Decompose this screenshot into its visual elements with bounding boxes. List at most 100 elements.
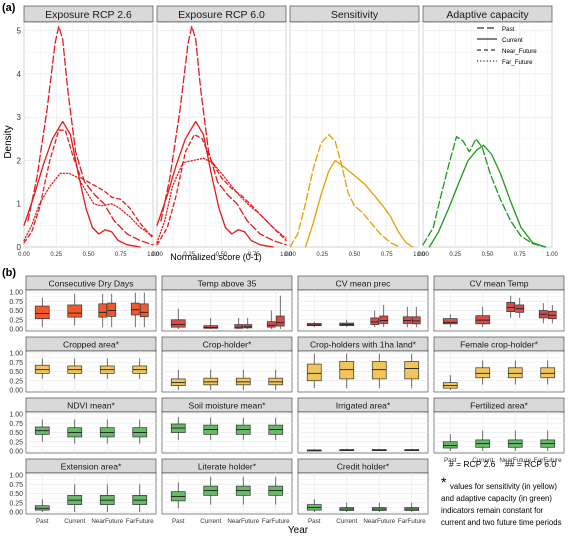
box-farfuture-rcp60 xyxy=(411,306,421,328)
panel-title: Temp above 35 xyxy=(198,279,257,289)
part-b-label: (b) xyxy=(2,267,16,279)
box-current xyxy=(339,448,355,451)
legend-label: Current xyxy=(502,37,523,44)
box-current xyxy=(67,358,83,379)
legend-label: Far_Future xyxy=(502,59,533,66)
x-tick-label-a: 0.50 xyxy=(83,252,95,258)
panel-title: Irrigated area* xyxy=(336,401,391,411)
y-tick-label-b: 0.25 xyxy=(9,439,23,446)
box-nearfuture xyxy=(371,448,387,451)
box-nearfuture-rcp60 xyxy=(243,317,253,329)
box-body xyxy=(475,367,491,379)
box-panel: Literate holder* xyxy=(161,458,293,515)
x-tick-label-a: 0.25 xyxy=(50,252,62,258)
y-tick-label-b: 0.75 xyxy=(9,482,23,489)
density-line-current xyxy=(156,120,274,248)
box-panel: Crop-holders with 1ha land* xyxy=(297,336,429,393)
density-line-current xyxy=(428,144,547,248)
y-tick-label-b: 0.00 xyxy=(9,327,23,334)
marker-legend-rcp26: # = RCP 2.6 xyxy=(449,459,496,469)
box-past xyxy=(306,353,322,389)
box-past xyxy=(306,499,322,512)
y-tick-label-b: 1.00 xyxy=(9,351,23,358)
box-body xyxy=(306,363,322,382)
box-past xyxy=(442,375,458,390)
box-panel: Fertilized area* xyxy=(433,397,565,454)
box-nearfuture xyxy=(99,358,115,379)
box-body xyxy=(411,316,421,325)
box-body xyxy=(34,305,50,319)
x-tick-label-b: Current xyxy=(336,518,357,525)
box-body xyxy=(170,319,186,328)
box-past xyxy=(34,499,50,512)
box-farfuture xyxy=(132,358,148,379)
note-line-4: current and two future time periods xyxy=(441,518,562,527)
y-tick-label-a: 3 xyxy=(17,113,22,122)
panel-title: Extension area* xyxy=(61,462,122,472)
box-body xyxy=(107,302,117,317)
box-farfuture-rcp60 xyxy=(275,295,285,329)
box-nearfuture xyxy=(371,502,387,512)
x-tick-label-b: FarFuture xyxy=(126,518,154,525)
panel-title: Exposure RCP 6.0 xyxy=(178,9,265,21)
density-line-near-future xyxy=(23,129,154,244)
y-tick-label-a: 0 xyxy=(17,243,22,252)
y-tick-label-b: 0.50 xyxy=(9,491,23,498)
y-tick-label-b: 0.25 xyxy=(9,500,23,507)
xlabel-b: Year xyxy=(288,525,309,536)
x-tick-label-a: 0.00 xyxy=(151,252,163,258)
box-body xyxy=(98,303,108,318)
box-current xyxy=(475,360,491,385)
x-tick-label-a: 0.25 xyxy=(316,252,328,258)
y-tick-label-b: 0.25 xyxy=(9,378,23,385)
box-current xyxy=(475,430,491,451)
x-tick-label-a: 0.50 xyxy=(216,252,228,258)
box-nearfuture-rcp60 xyxy=(515,297,525,318)
box-farfuture xyxy=(540,430,556,451)
box-body xyxy=(67,304,83,318)
y-tick-label-b: 0.50 xyxy=(9,430,23,437)
box-past xyxy=(306,321,322,328)
legend-label: Past xyxy=(502,26,515,33)
box-nearfuture xyxy=(507,360,523,385)
box-nearfuture xyxy=(99,419,115,444)
box-panel: Irrigated area* xyxy=(297,397,429,454)
panel-title: Sensitivity xyxy=(331,9,379,21)
x-tick-label-b: Current xyxy=(472,457,493,464)
x-tick-label-a: 0.00 xyxy=(284,252,296,258)
box-current xyxy=(203,317,219,329)
box-panel: CV mean prec xyxy=(297,275,429,332)
box-current xyxy=(203,476,219,505)
legend: Past Current Near_Future Far_Future xyxy=(477,26,537,66)
box-nearfuture xyxy=(371,353,387,389)
x-tick-label-b: NearFuture xyxy=(91,518,123,525)
box-panel: Temp above 35 xyxy=(161,275,293,332)
y-tick-label-b: 1.00 xyxy=(9,412,23,419)
legend-label: Near_Future xyxy=(502,48,537,55)
box-body xyxy=(234,324,244,329)
box-current xyxy=(203,369,219,390)
box-farfuture xyxy=(404,502,420,512)
box-current xyxy=(339,319,355,328)
box-nearfuture xyxy=(235,369,251,390)
note-line-1: values for sensitivity (in yellow) xyxy=(450,482,558,491)
x-tick-label-b: FarFuture xyxy=(262,518,290,525)
part-a-label: (a) xyxy=(2,2,16,14)
panel-title: Exposure RCP 2.6 xyxy=(45,9,132,21)
box-past xyxy=(170,482,186,509)
box-panel: CV mean Temp xyxy=(433,275,565,332)
y-tick-label-b: 0.25 xyxy=(9,317,23,324)
box-nearfuture-rcp26 xyxy=(506,295,516,318)
panel-title: CV mean Temp xyxy=(469,279,528,289)
xlabel-a: Normalized score (0-1) xyxy=(170,252,262,262)
x-tick-label-a: 0.25 xyxy=(183,252,195,258)
panel-title: Adaptive capacity xyxy=(446,9,529,21)
y-tick-label-b: 0.50 xyxy=(9,308,23,315)
density-line-past xyxy=(160,25,287,246)
box-nearfuture xyxy=(235,417,251,440)
x-tick-label-b: Past xyxy=(308,518,321,525)
box-farfuture xyxy=(268,417,284,440)
box-body xyxy=(275,315,285,327)
box-past xyxy=(170,369,186,390)
